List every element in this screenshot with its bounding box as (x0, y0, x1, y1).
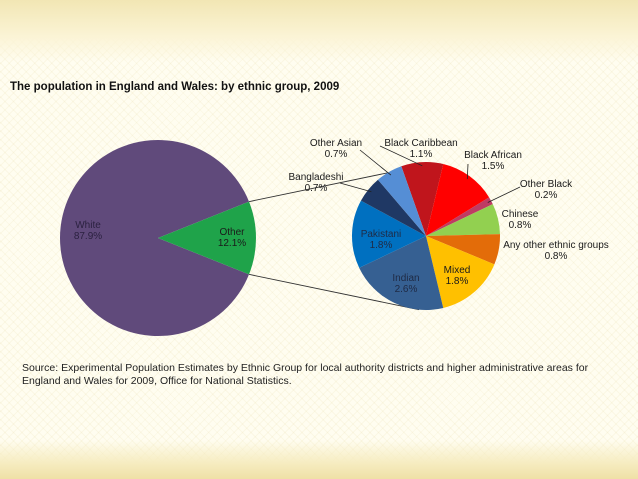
label-other-black: Other Black 0.2% (520, 179, 573, 201)
leader-lines (339, 145, 521, 203)
label-mixed: Mixed 1.8% (444, 265, 471, 287)
chart-title: The population in England and Wales: by … (10, 81, 340, 93)
connector-line-top (248, 172, 388, 203)
main-pie-slice-other (158, 201, 256, 275)
sub-pie-slice-other-black (426, 197, 493, 236)
sub-pie-slice-chinese (426, 204, 500, 236)
label-black-african: Black African 1.5% (464, 150, 522, 172)
top-decorative-band (0, 0, 638, 62)
main-pie-slice-white (59, 139, 249, 337)
sub-pie-slice-any-other-ethnic-groups (426, 234, 501, 265)
sub-pie-slice-black-caribbean (401, 162, 444, 236)
label-bangladeshi: Bangladeshi 0.7% (288, 172, 343, 194)
sub-pie-slice-mixed (426, 236, 495, 308)
sub-pie-slice-bangladeshi (360, 179, 426, 236)
leader-line-other-black (487, 186, 521, 203)
main-pie (59, 139, 256, 337)
label-pakistani: Pakistani 1.8% (361, 229, 402, 251)
label-other: Other 12.1% (218, 227, 246, 249)
sub-pie-slice-indian (359, 236, 444, 310)
bottom-decorative-band (0, 440, 638, 479)
sub-pie (352, 162, 501, 310)
label-other-asian: Other Asian 0.7% (310, 138, 362, 160)
label-any-other-ethnic-groups: Any other ethnic groups 0.8% (503, 240, 609, 262)
sub-pie-slice-black-african (426, 164, 490, 236)
sub-pie-slice-pakistani (352, 200, 426, 268)
sub-pie-slice-other-asian (377, 166, 426, 236)
data-labels: White 87.9% Other 12.1% Black Caribbean 1.1% B… (74, 138, 609, 295)
leader-line-black-caribbean (379, 145, 423, 167)
leader-line-other-asian (359, 149, 392, 176)
leader-line-bangladeshi (339, 182, 372, 193)
label-chinese: Chinese 0.8% (502, 209, 539, 231)
connector-line-bottom (248, 273, 420, 311)
connector-lines (248, 172, 420, 311)
label-black-caribbean: Black Caribbean 1.1% (384, 138, 457, 160)
label-indian: Indian 2.6% (392, 273, 419, 295)
source-note: Source: Experimental Population Estimate… (22, 362, 589, 387)
leader-line-black-african (466, 163, 469, 180)
label-white: White 87.9% (74, 220, 102, 242)
